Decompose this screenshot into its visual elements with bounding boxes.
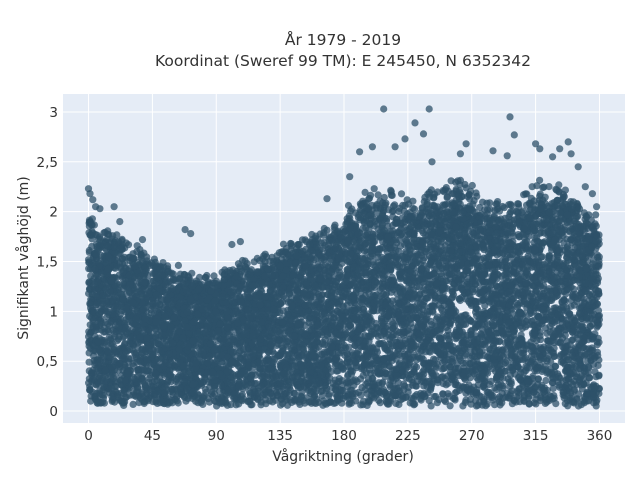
data-point bbox=[376, 399, 384, 407]
data-point bbox=[592, 211, 600, 219]
data-point bbox=[129, 400, 137, 408]
data-point bbox=[476, 203, 484, 212]
data-point bbox=[409, 197, 417, 205]
data-point bbox=[522, 267, 531, 275]
chart-title-line-2: Koordinat (Sweref 99 TM): E 245450, N 63… bbox=[155, 52, 531, 70]
data-point bbox=[370, 185, 378, 193]
data-point bbox=[536, 176, 544, 184]
data-point bbox=[528, 183, 536, 191]
data-point bbox=[446, 402, 454, 410]
data-point bbox=[542, 376, 550, 385]
data-points bbox=[84, 105, 604, 410]
chart-title-line-1: År 1979 - 2019 bbox=[285, 30, 401, 49]
data-point bbox=[506, 200, 515, 208]
data-point bbox=[367, 191, 375, 199]
data-point bbox=[465, 190, 473, 198]
data-point bbox=[361, 188, 369, 196]
data-point bbox=[539, 184, 547, 192]
data-point bbox=[327, 367, 336, 376]
data-point bbox=[356, 216, 364, 224]
